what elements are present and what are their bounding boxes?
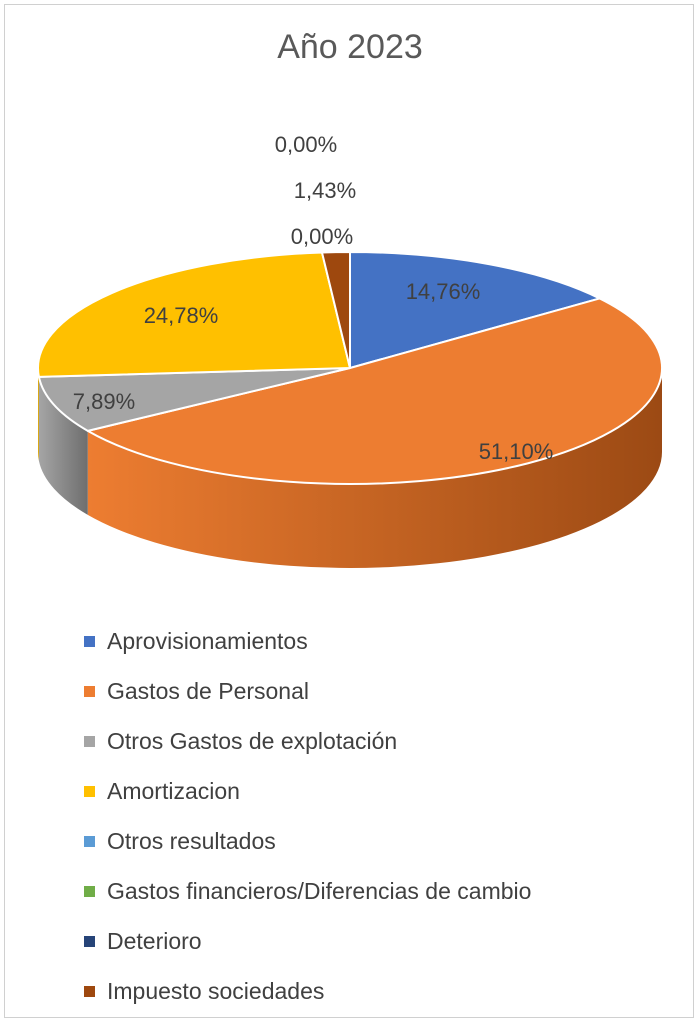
legend-label: Gastos financieros/Diferencias de cambio — [107, 877, 532, 904]
pie-side-amortizacion — [38, 368, 39, 461]
legend-item-deterioro: Deterioro — [84, 916, 531, 966]
legend-swatch — [84, 735, 95, 747]
legend-swatch — [84, 935, 95, 947]
chart-title: Año 2023 — [277, 28, 423, 66]
data-label-impuesto-sociedades: 1,43% — [294, 178, 356, 203]
legend-item-otros-resultados: Otros resultados — [84, 816, 531, 866]
legend-item-gastos-financieros-diferencias-de-cambio: Gastos financieros/Diferencias de cambio — [84, 866, 531, 916]
data-label-otros-resultados: 0,00% — [275, 132, 337, 157]
data-label-amortizacion: 24,78% — [144, 303, 219, 328]
legend-swatch — [84, 785, 95, 797]
legend: Aprovisionamientos Gastos de Personal Otro… — [84, 616, 531, 1016]
legend-swatch — [84, 635, 95, 647]
legend-swatch — [84, 685, 95, 697]
legend-label: Aprovisionamientos — [107, 627, 308, 654]
legend-item-aprovisionamientos: Aprovisionamientos — [84, 616, 531, 666]
data-label-deterioro: 0,00% — [291, 224, 353, 249]
legend-label: Impuesto sociedades — [107, 977, 325, 1004]
pie-slice-aprovisionamientos — [349, 251, 601, 369]
legend-label: Deterioro — [107, 927, 202, 954]
legend-item-impuesto-sociedades: Impuesto sociedades — [84, 966, 531, 1016]
pie-slice-gastos-de-personal — [86, 297, 663, 485]
legend-label: Otros resultados — [107, 827, 276, 854]
pie-slice-impuesto-sociedades — [320, 251, 351, 369]
legend-swatch — [84, 985, 95, 997]
data-label-aprovisionamientos: 14,76% — [406, 279, 481, 304]
legend-label: Amortizacion — [107, 777, 240, 804]
legend-item-amortizacion: Amortizacion — [84, 766, 531, 816]
data-label-gastos-de-personal: 51,10% — [479, 439, 554, 464]
pie-slice-otros-gastos-de-explotacion — [37, 367, 351, 432]
pie-side-gastos-de-personal — [87, 368, 662, 569]
legend-item-otros-gastos-de-explotacion: Otros Gastos de explotación — [84, 716, 531, 766]
legend-swatch — [84, 835, 95, 847]
legend-item-gastos-de-personal: Gastos de Personal — [84, 666, 531, 716]
pie-side-otros-gastos-de-explotacion — [38, 376, 88, 515]
legend-label: Gastos de Personal — [107, 677, 310, 704]
pie-slice-amortizacion — [37, 251, 351, 378]
pie-chart: 14,76% 51,10% 7,89% 24,78% 0,00% 0,00% 1,43% — [37, 132, 663, 569]
legend-label: Otros Gastos de explotación — [107, 727, 398, 754]
legend-swatch — [84, 885, 95, 897]
data-label-otros-gastos-de-explotacion: 7,89% — [73, 389, 135, 414]
